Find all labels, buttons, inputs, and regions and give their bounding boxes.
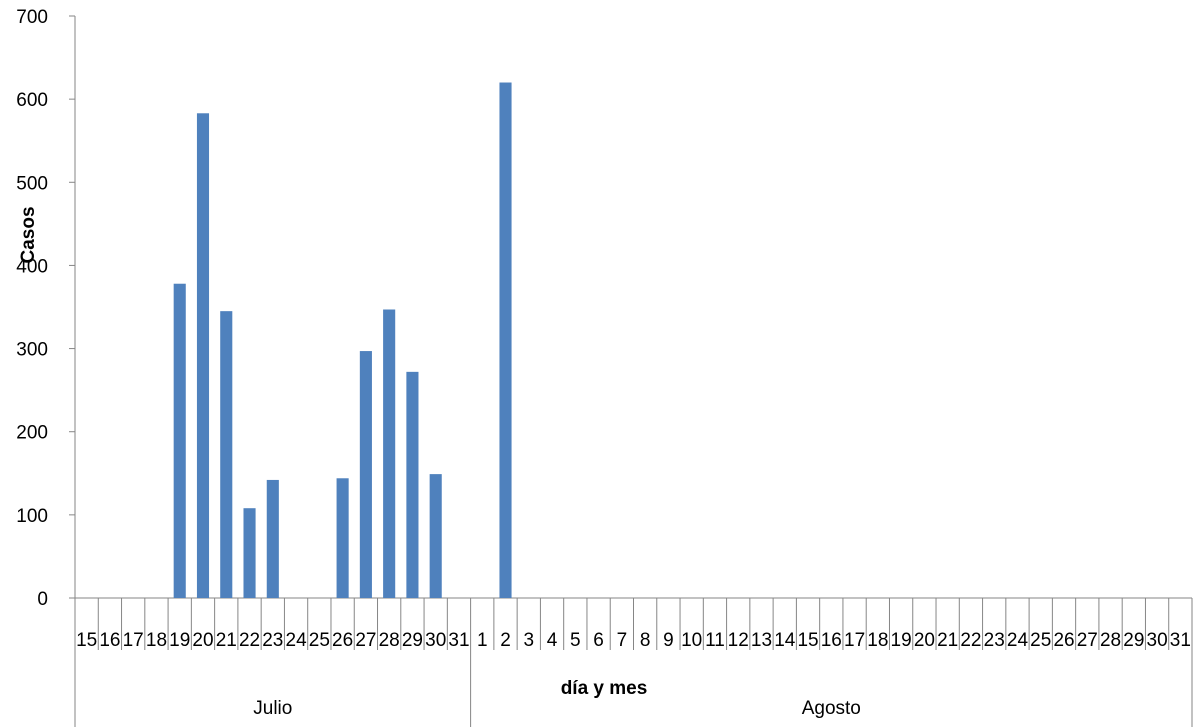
x-category-label: 21 <box>937 630 958 651</box>
y-tick-label: 500 <box>16 173 48 194</box>
x-category-label: 18 <box>867 630 888 651</box>
x-category-label: 14 <box>774 630 796 651</box>
x-axis-title: día y mes <box>561 678 648 699</box>
x-category-label: 25 <box>1030 630 1051 651</box>
x-category-label: 4 <box>547 630 558 651</box>
x-category-label: 5 <box>570 630 581 651</box>
x-category-label: 22 <box>960 630 981 651</box>
x-category-label: 13 <box>751 630 772 651</box>
y-tick-label: 700 <box>16 7 48 28</box>
x-category-label: 22 <box>239 630 260 651</box>
bar <box>406 372 418 598</box>
y-tick-label: 300 <box>16 340 48 361</box>
x-category-label: 2 <box>500 630 511 651</box>
x-category-label: 23 <box>262 630 283 651</box>
y-tick-label: 100 <box>16 506 48 527</box>
x-category-label: 17 <box>844 630 865 651</box>
x-category-label: 29 <box>402 630 423 651</box>
x-axis <box>75 598 1192 727</box>
x-category-label: 3 <box>523 630 534 651</box>
bar <box>220 311 232 598</box>
x-category-label: 15 <box>76 630 97 651</box>
x-category-label: 25 <box>309 630 330 651</box>
bar <box>499 83 511 598</box>
bar <box>174 284 186 598</box>
x-category-label: 19 <box>891 630 912 651</box>
x-category-label: 17 <box>123 630 144 651</box>
bar <box>430 474 442 598</box>
bar <box>383 309 395 598</box>
x-category-label: 16 <box>821 630 842 651</box>
bar <box>360 351 372 598</box>
x-category-label: 9 <box>663 630 674 651</box>
x-category-label: 10 <box>681 630 702 651</box>
x-category-label: 26 <box>1053 630 1074 651</box>
y-tick-label: 600 <box>16 90 48 111</box>
y-axis-title: Casos <box>18 206 39 263</box>
y-tick-label: 200 <box>16 423 48 444</box>
x-category-label: 31 <box>448 630 469 651</box>
x-category-label: 12 <box>728 630 749 651</box>
x-category-label: 8 <box>640 630 651 651</box>
bars <box>174 83 512 598</box>
x-category-label: 31 <box>1170 630 1191 651</box>
month-labels: Julio Agosto <box>253 698 861 719</box>
x-category-label: 16 <box>99 630 120 651</box>
x-category-label: 27 <box>355 630 376 651</box>
x-category-label: 30 <box>1147 630 1168 651</box>
x-category-label: 19 <box>169 630 190 651</box>
x-category-label: 24 <box>1007 630 1029 651</box>
y-axis <box>69 16 75 598</box>
x-category-label: 24 <box>286 630 308 651</box>
month-label: Julio <box>253 698 292 719</box>
bar <box>337 478 349 598</box>
x-category-label: 6 <box>593 630 604 651</box>
x-category-label: 21 <box>216 630 237 651</box>
x-category-label: 29 <box>1123 630 1144 651</box>
x-category-label: 26 <box>332 630 353 651</box>
month-label: Agosto <box>802 698 861 719</box>
x-category-label: 30 <box>425 630 446 651</box>
x-category-label: 15 <box>797 630 818 651</box>
x-category-label: 7 <box>617 630 628 651</box>
x-category-label: 11 <box>705 630 725 651</box>
bar <box>267 480 279 598</box>
x-category-label: 18 <box>146 630 167 651</box>
x-category-label: 23 <box>984 630 1005 651</box>
x-category-label: 20 <box>914 630 935 651</box>
x-category-label: 1 <box>477 630 488 651</box>
bar <box>243 508 255 598</box>
x-category-label: 28 <box>379 630 400 651</box>
x-category-label: 20 <box>192 630 213 651</box>
x-category-label: 28 <box>1100 630 1121 651</box>
x-category-label: 27 <box>1077 630 1098 651</box>
bar <box>197 113 209 598</box>
y-tick-label: 0 <box>37 589 48 610</box>
